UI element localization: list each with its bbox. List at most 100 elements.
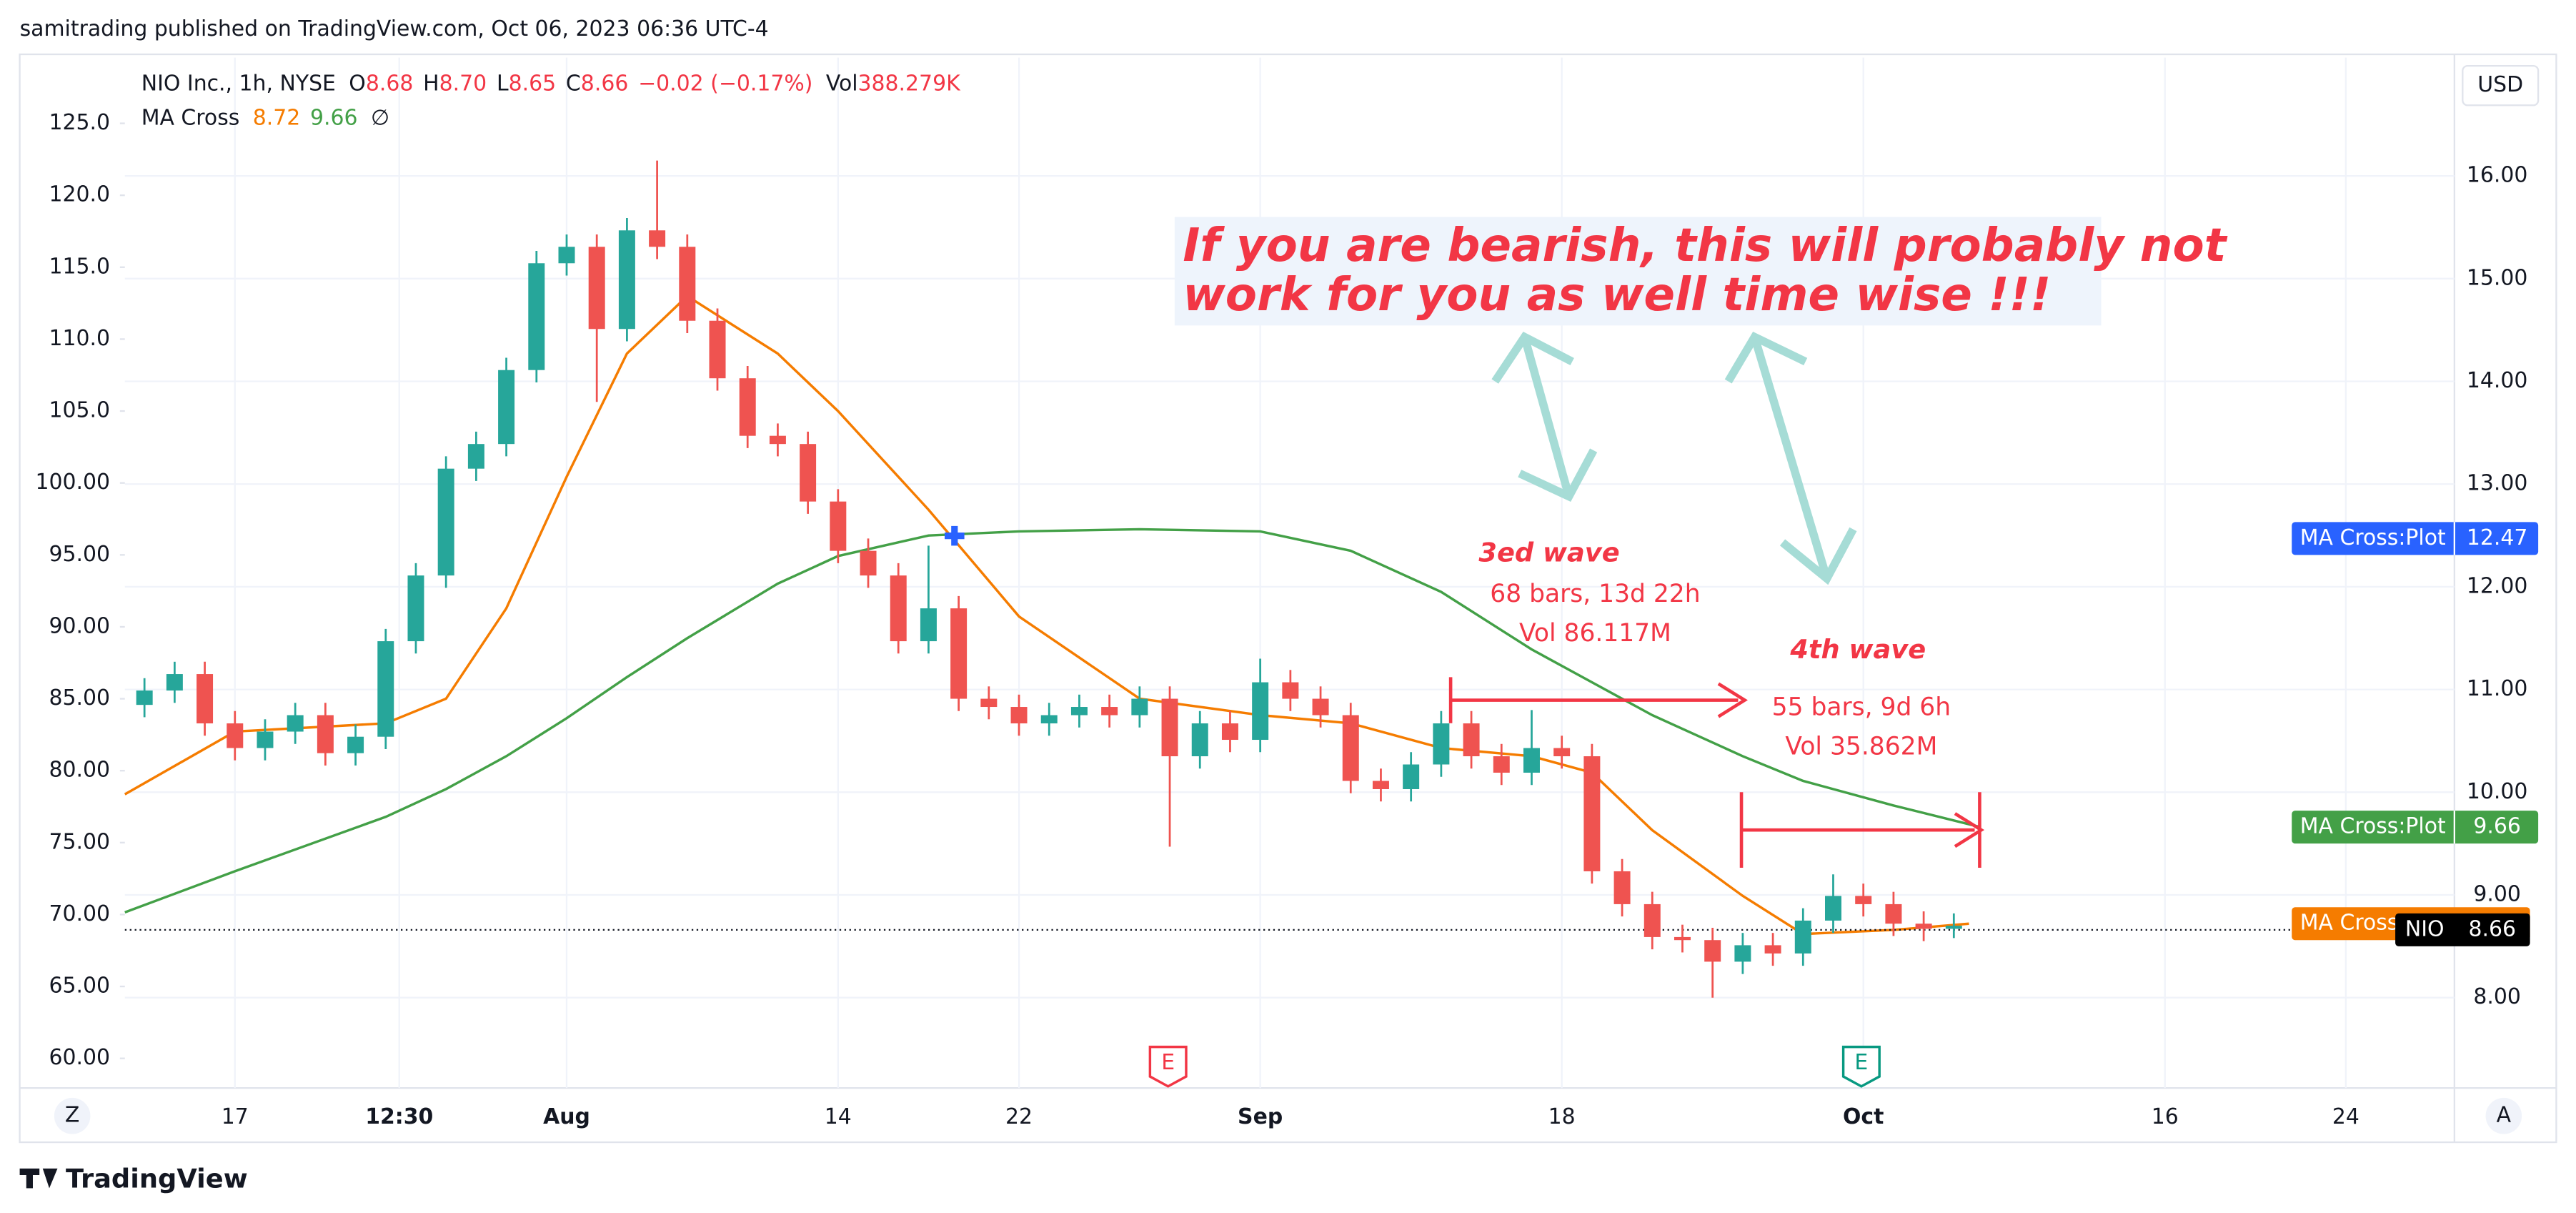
wave-title: 3ed wave	[1478, 537, 1619, 568]
candle-body	[890, 575, 907, 642]
candle-body	[1825, 896, 1841, 921]
candle-body	[1372, 781, 1389, 789]
event-label: E	[1161, 1050, 1175, 1075]
candle-body	[1101, 707, 1118, 716]
price-label-name: MA Cross:Plot	[2300, 525, 2446, 550]
x-tick-label: 24	[2332, 1104, 2359, 1129]
note-box	[1174, 217, 2102, 326]
y-tick-label: 16.00	[2467, 163, 2528, 188]
candle-body	[769, 435, 786, 445]
candle-body	[860, 550, 877, 576]
y-tick-label: 14.00	[2467, 368, 2528, 393]
candle-body	[1191, 723, 1208, 757]
event-marker[interactable]	[1841, 1045, 1881, 1088]
symbol: NIO Inc., 1h, NYSE	[141, 71, 336, 96]
candle-body	[166, 674, 183, 691]
footer: TradingView	[66, 1163, 248, 1194]
candle-body	[1523, 748, 1540, 773]
candle-body	[287, 715, 304, 732]
candle-body	[649, 230, 666, 247]
price-label-name: NIO	[2405, 916, 2445, 941]
note: If you are bearish, this will probably n…	[1183, 219, 2227, 272]
y2-tick-label: 105.0	[49, 398, 111, 423]
cross-marker	[944, 525, 965, 546]
x-tick-label: 16	[2152, 1104, 2179, 1129]
x-tick-label: Sep	[1238, 1104, 1283, 1129]
candle-body	[1915, 924, 1932, 929]
candle-body	[437, 468, 454, 576]
event-label: E	[1854, 1050, 1868, 1075]
wave-bars: 55 bars, 9d 6h	[1772, 693, 1951, 722]
candle-body	[950, 608, 968, 699]
candle-body	[1433, 723, 1450, 765]
x-tick-label: 17	[222, 1104, 249, 1129]
candle-body	[1583, 756, 1601, 871]
candle-body	[1493, 756, 1510, 773]
y-tick-label: 8.00	[2473, 984, 2521, 1009]
candle-body	[1855, 896, 1872, 904]
candle-body	[739, 378, 756, 436]
candle-body	[1463, 723, 1480, 757]
price-label-value: 12.47	[2467, 525, 2528, 550]
candle-body	[1252, 682, 1269, 741]
logo	[19, 1168, 58, 1189]
candle-body	[1221, 723, 1238, 741]
candle-body	[227, 723, 244, 748]
candle-body	[1885, 903, 1902, 924]
x-tick-label: 14	[825, 1104, 852, 1129]
candle-body	[1553, 748, 1571, 757]
y2-tick-label: 110.0	[49, 326, 111, 351]
event-marker[interactable]	[1148, 1045, 1188, 1088]
ma-line	[124, 528, 1981, 914]
y2-tick-label: 125.0	[49, 110, 111, 135]
candle-body	[588, 247, 605, 330]
candle-body	[1945, 926, 1962, 929]
wave-vol: Vol 86.117M	[1519, 619, 1671, 648]
price-label-name: MA Cross:Plot	[2300, 814, 2446, 839]
candle-body	[800, 444, 817, 502]
candle-body	[1040, 715, 1058, 724]
candle-body	[197, 674, 214, 724]
arrows	[1491, 331, 1857, 585]
button-label: A	[2497, 1103, 2512, 1128]
button[interactable]	[2485, 1097, 2522, 1134]
y-tick-label: 15.00	[2467, 265, 2528, 290]
candle-body	[1070, 707, 1088, 716]
y2-tick-label: 75.00	[49, 829, 111, 854]
candle-body	[528, 263, 545, 370]
candle-body	[618, 230, 635, 330]
x-tick-label: Oct	[1843, 1104, 1884, 1129]
candle-body	[1282, 682, 1299, 699]
price-label-box	[2292, 522, 2539, 555]
y2-tick-label: 115.0	[49, 254, 111, 279]
x-tick-label: 22	[1005, 1104, 1033, 1129]
y2-tick-label: 90.00	[49, 613, 111, 638]
candle-body	[1794, 920, 1811, 954]
y2-tick-label: 70.00	[49, 901, 111, 926]
candle-body	[136, 690, 153, 705]
y2-tick-label: 65.00	[49, 974, 111, 999]
candle-body	[558, 247, 575, 264]
candle-body	[1010, 707, 1028, 724]
y2-tick-label: 120.0	[49, 182, 111, 207]
candle-body	[1161, 698, 1178, 757]
y2-tick-label: 60.00	[49, 1045, 111, 1070]
button-label: Z	[65, 1103, 79, 1128]
y-tick-label: 12.00	[2467, 573, 2528, 598]
candle-body	[1734, 945, 1751, 962]
candle-body	[709, 320, 726, 379]
candle-body	[1674, 936, 1691, 941]
button[interactable]	[54, 1097, 91, 1134]
candle-body	[467, 444, 484, 469]
y-tick-label: 11.00	[2467, 676, 2528, 701]
candle-body	[347, 736, 364, 753]
wave-bars: 68 bars, 13d 22h	[1490, 580, 1700, 608]
currency-box[interactable]	[2462, 64, 2540, 107]
candle-body	[1643, 903, 1661, 937]
candle-body	[1131, 698, 1148, 716]
candle-body	[498, 370, 515, 445]
candle-body	[377, 641, 394, 737]
header: samitrading published on TradingView.com…	[20, 16, 769, 41]
